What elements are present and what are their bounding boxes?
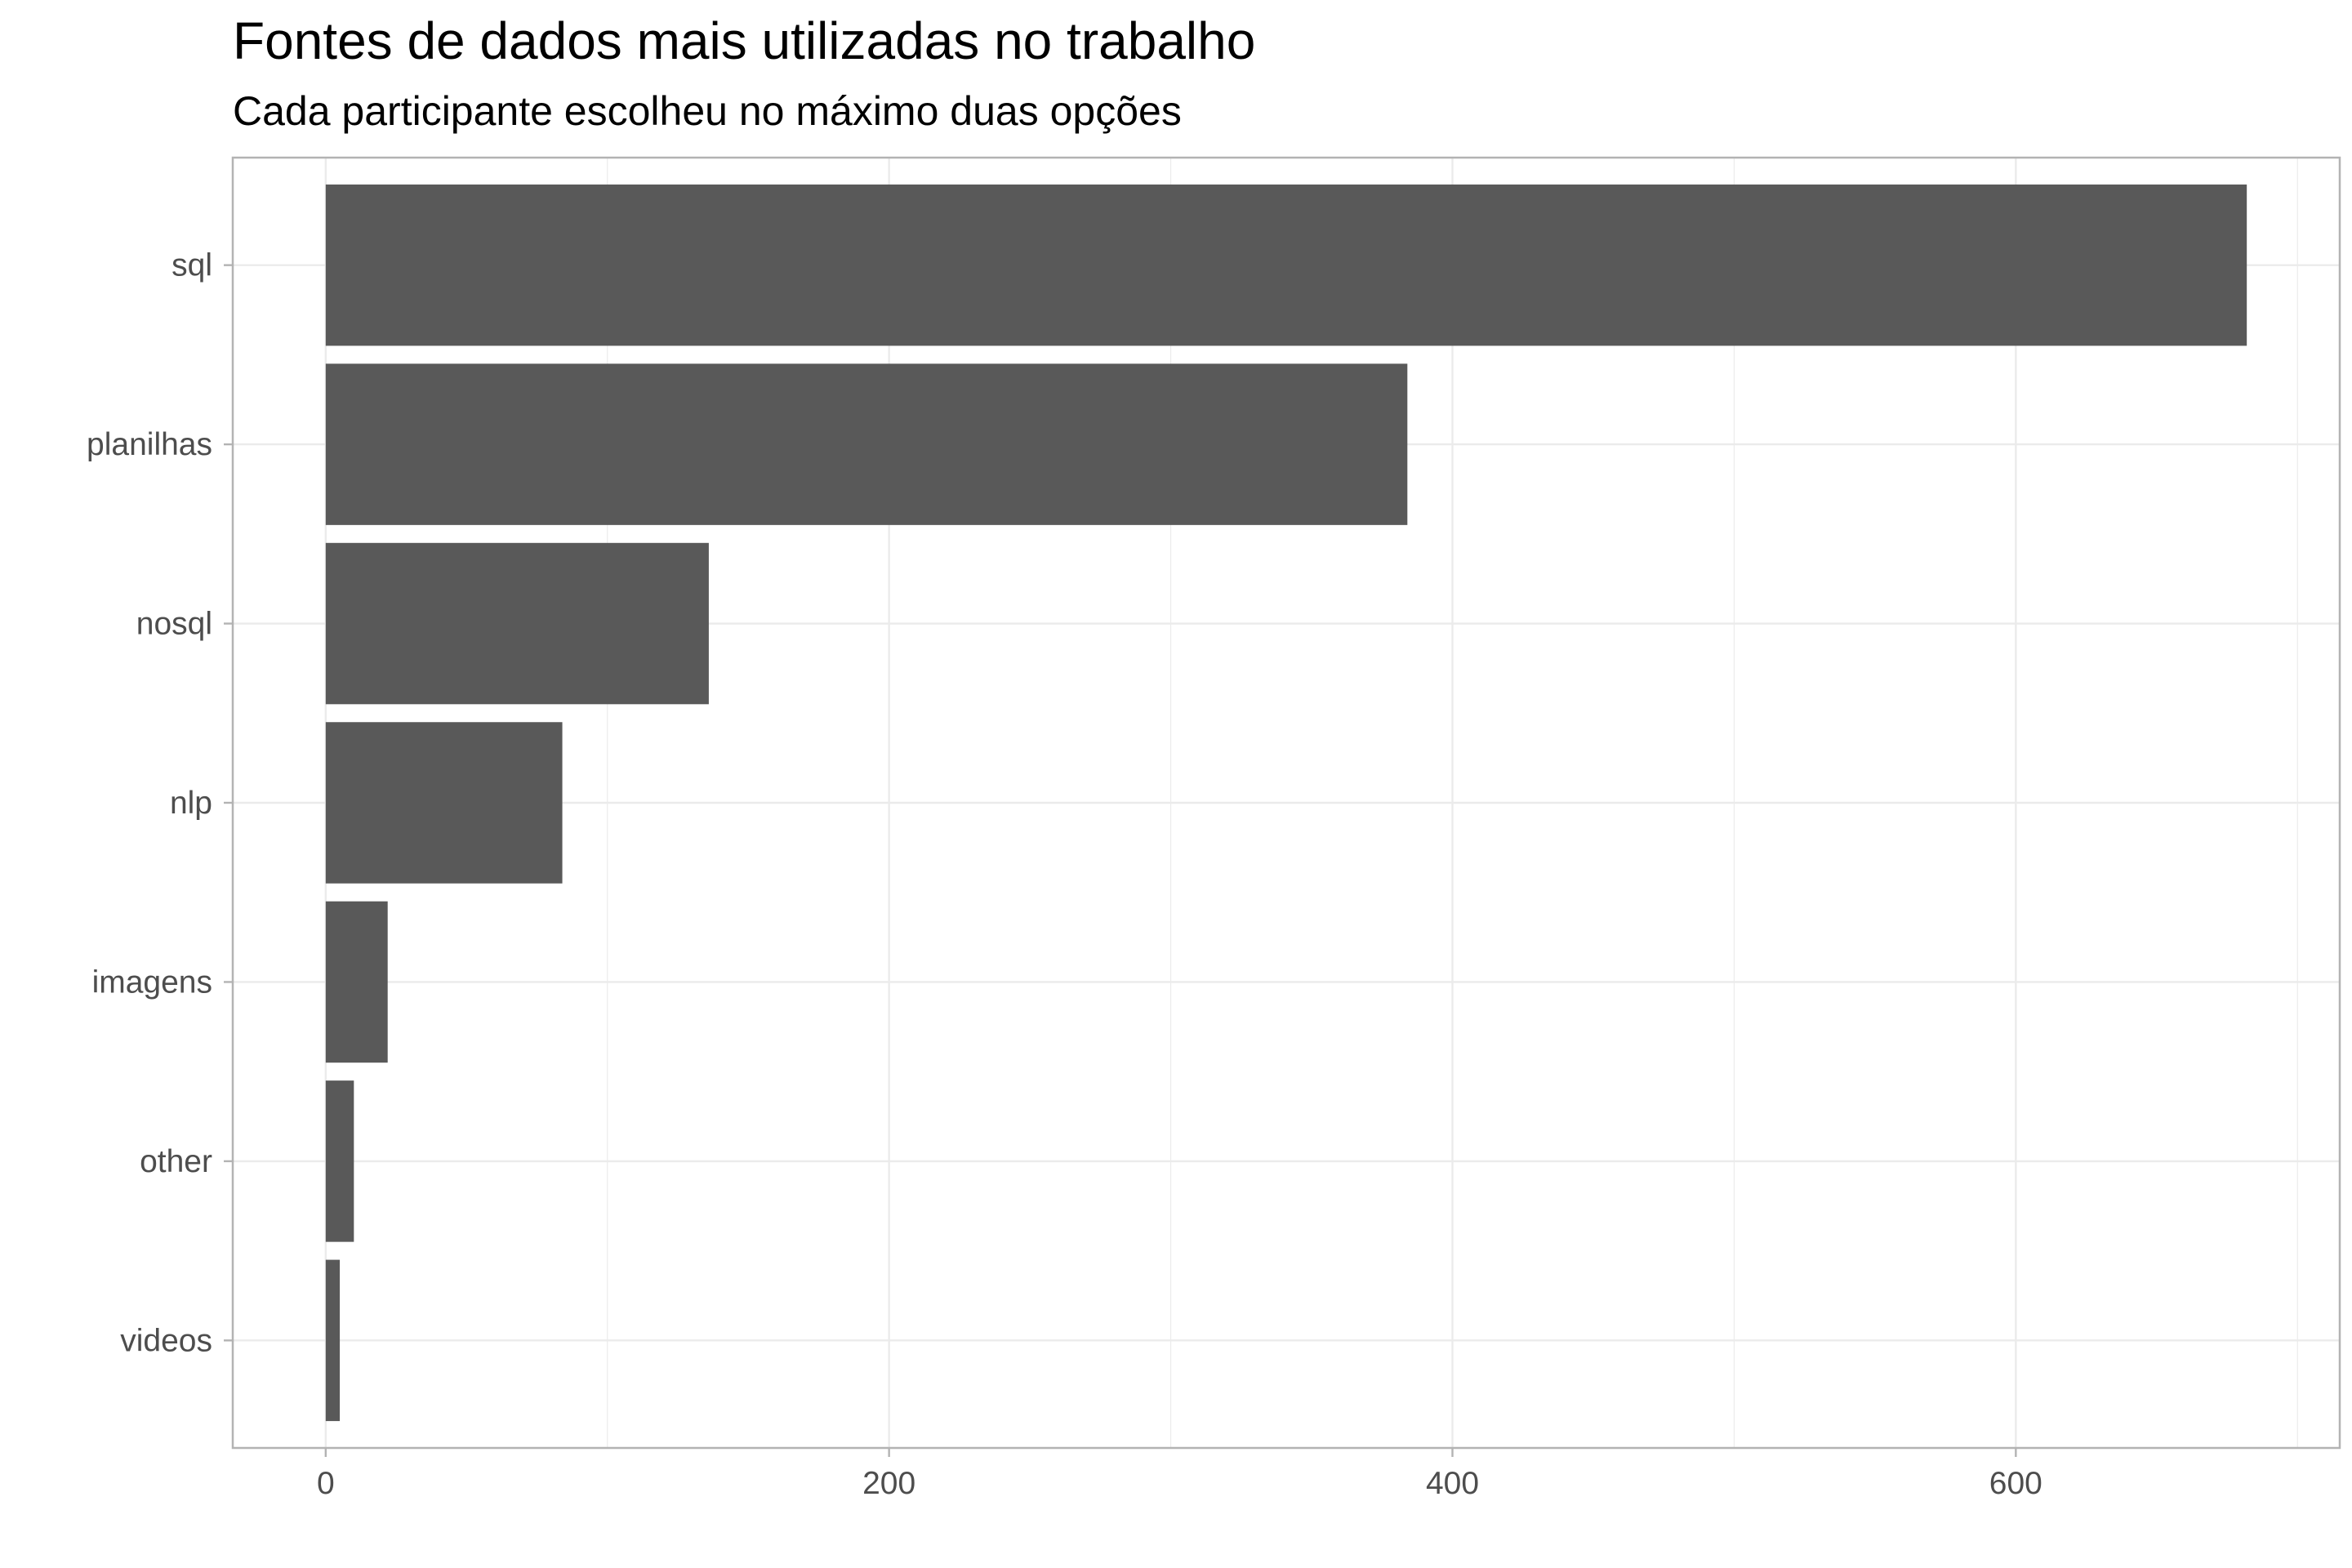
y-tick-label-sql: sql (172, 248, 212, 283)
x-tick-label: 0 (317, 1466, 335, 1501)
bars (325, 184, 2247, 1422)
y-tick-label-planilhas: planilhas (87, 427, 212, 462)
chart-title: Fontes de dados mais utilizadas no traba… (233, 11, 1255, 70)
bar-nlp (325, 722, 563, 884)
y-tick-label-nlp: nlp (170, 786, 212, 821)
axes: 0 200 400 600 sql planilhas nosql nlp imagens oth… (87, 248, 2042, 1501)
x-tick-label: 400 (1426, 1466, 1479, 1501)
bar-planilhas (325, 363, 1408, 525)
bar-nosql (325, 542, 709, 705)
y-tick-label-videos: videos (120, 1323, 212, 1358)
bar-sql (325, 184, 2247, 346)
y-tick-label-other: other (140, 1144, 212, 1179)
x-tick-label: 200 (862, 1466, 915, 1501)
x-tick-label: 600 (1989, 1466, 2042, 1501)
bar-videos (325, 1259, 341, 1422)
y-tick-label-imagens: imagens (92, 964, 212, 1000)
bar-imagens (325, 901, 388, 1063)
bar-other (325, 1080, 354, 1242)
y-tick-label-nosql: nosql (136, 607, 212, 642)
chart-subtitle: Cada participante escolheu no máximo dua… (233, 88, 1182, 134)
